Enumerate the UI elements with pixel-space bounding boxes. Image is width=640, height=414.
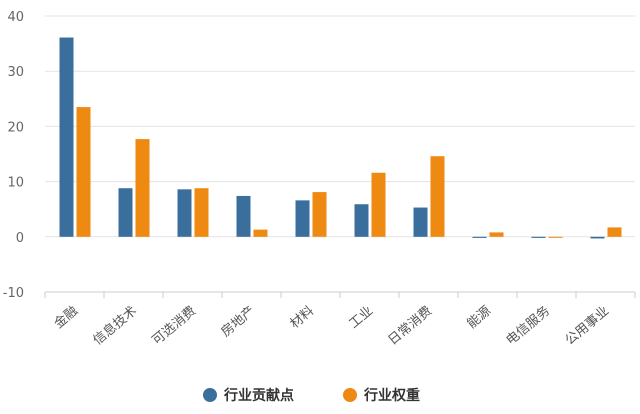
y-tick-label: 20 (7, 120, 24, 135)
bar-contribution (354, 204, 369, 237)
legend-marker (203, 388, 217, 402)
bar-contribution (590, 236, 605, 239)
bar-contribution (472, 236, 487, 238)
y-tick-label: 10 (7, 176, 24, 191)
x-axis: 金融 信息技术 可选消费 房地产 材料 工业 日常消费 能源 电信服务 公用事业 (44, 291, 636, 349)
x-category-label: 材料 (288, 304, 318, 332)
x-category-label: 工业 (347, 304, 377, 332)
y-tick-label: -10 (3, 286, 24, 301)
bar-contribution (295, 200, 310, 237)
bar-weight (489, 232, 504, 237)
bar-contribution (177, 189, 192, 237)
legend-label: 行业权重 (363, 387, 420, 404)
y-tick-label: 40 (7, 10, 24, 25)
bars (59, 37, 622, 239)
bar-weight (548, 236, 563, 238)
y-tick-label: 0 (16, 231, 24, 246)
x-category-label: 金融 (51, 303, 81, 332)
x-category-label: 房地产 (218, 303, 258, 340)
legend-marker (343, 388, 357, 402)
bar-contribution (413, 207, 428, 237)
x-category-label: 信息技术 (90, 303, 140, 349)
bar-weight (76, 107, 91, 237)
bar-weight (194, 188, 209, 237)
bar-contribution (531, 236, 546, 238)
bar-contribution (118, 188, 133, 237)
bar-weight (312, 192, 327, 237)
bar-weight (430, 156, 445, 237)
bar-weight (135, 139, 150, 237)
y-axis-ticks: -10 0 10 20 30 40 (3, 10, 24, 301)
bar-weight (371, 172, 386, 237)
bar-weight (253, 229, 268, 237)
y-tick-label: 30 (7, 65, 24, 80)
x-category-label: 日常消费 (386, 304, 435, 349)
x-category-label: 公用事业 (563, 304, 612, 349)
legend: 行业贡献点 行业权重 (203, 387, 420, 404)
bar-contribution (236, 195, 251, 237)
legend-label: 行业贡献点 (223, 387, 294, 404)
x-category-label: 可选消费 (150, 304, 199, 349)
x-category-label: 能源 (465, 304, 495, 332)
x-category-label: 电信服务 (503, 303, 553, 349)
bar-contribution (59, 37, 74, 237)
grid-lines (45, 15, 635, 293)
bar-weight (607, 227, 622, 237)
